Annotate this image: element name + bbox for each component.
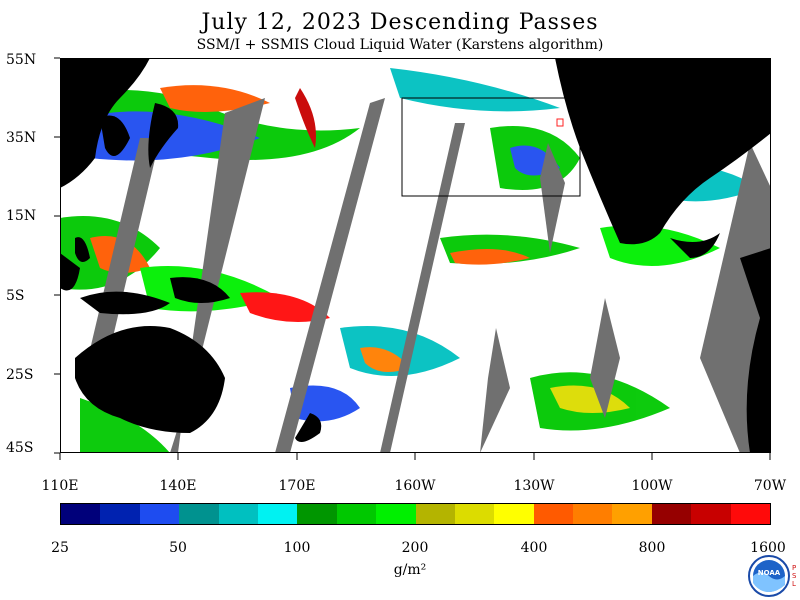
colorbar-swatch [297, 504, 337, 524]
new-zealand-landmass [295, 413, 322, 442]
lat-label-45s: 45S [6, 440, 34, 456]
lat-label-25s: 25S [6, 367, 34, 383]
colorbar-swatch [139, 504, 180, 524]
land [60, 58, 771, 453]
colorbar-swatch [533, 504, 574, 524]
colorbar-swatch [61, 504, 101, 524]
colorbar-swatch [257, 504, 298, 524]
australia-landmass [75, 326, 225, 433]
map-subtitle: SSM/I + SSMIS Cloud Liquid Water (Karste… [196, 37, 604, 53]
lat-label-5s: 5S [6, 288, 25, 304]
cloud-patch [290, 385, 360, 422]
new-guinea-landmass [170, 277, 230, 303]
noaa-logo[interactable]: NOAA [748, 555, 790, 597]
cloud-patch [390, 68, 560, 112]
swath-gap [380, 123, 465, 453]
cloud-patch [295, 88, 316, 148]
lat-label-55n: 55N [6, 52, 37, 68]
lon-label-70w: 70W [753, 478, 787, 494]
colorbar-swatch [573, 504, 613, 524]
asia-landmass [60, 58, 150, 188]
colorbar-tick-label: 400 [520, 540, 548, 556]
central-america-landmass [670, 233, 720, 258]
map-border [60, 58, 771, 453]
colorbar-tick-label: 1600 [750, 540, 786, 556]
cloud-patch [80, 398, 170, 453]
colorbar-tick-label: 100 [283, 540, 311, 556]
cloud-patch [360, 347, 410, 372]
region-box [401, 97, 581, 197]
swath-gap [590, 298, 620, 418]
lon-label-130w: 130W [513, 478, 555, 494]
borneo-landmass [60, 253, 80, 291]
colorbar-swatch [179, 504, 219, 524]
colorbar-units: g/m² [393, 562, 427, 578]
cloud-patch [160, 85, 270, 112]
colorbar-swatch [651, 504, 692, 524]
colorbar-swatch [494, 504, 534, 524]
colorbar-swatch [336, 504, 377, 524]
cloud-patch [550, 385, 630, 413]
swath-gap [480, 328, 510, 453]
lat-label-35n: 35N [6, 130, 37, 146]
japan-landmass [148, 103, 179, 168]
indonesia-landmass [80, 291, 170, 315]
lon-label-110e: 110E [41, 478, 79, 494]
cloud-patch [240, 292, 330, 322]
cloud-liquid-water-map [60, 58, 771, 453]
colorbar-swatch [100, 504, 140, 524]
cloud-patch [450, 249, 530, 265]
colorbar-swatch [218, 504, 258, 524]
lon-label-100w: 100W [631, 478, 673, 494]
lon-label-140e: 140E [159, 478, 197, 494]
colorbar [60, 503, 771, 525]
swath-gap [540, 143, 565, 253]
korea-landmass [100, 115, 130, 156]
marker-square [556, 118, 564, 127]
colorbar-tick-label: 800 [638, 540, 666, 556]
colorbar-swatch [691, 504, 731, 524]
colorbar-swatch [454, 504, 495, 524]
colorbar-swatch [376, 504, 416, 524]
lon-label-170e: 170E [278, 478, 316, 494]
colorbar-tick-label: 50 [169, 540, 187, 556]
map-title: July 12, 2023 Descending Passes [201, 10, 599, 35]
north-america-landmass [555, 58, 771, 245]
lon-label-160w: 160W [394, 478, 436, 494]
philippines-landmass [75, 237, 90, 262]
colorbar-swatch [612, 504, 652, 524]
svg-text:NOAA: NOAA [758, 569, 781, 577]
colorbar-tick-label: 200 [401, 540, 429, 556]
colorbar-swatch [730, 504, 771, 524]
swath-gap [275, 98, 385, 453]
colorbar-tick-label: 25 [51, 540, 69, 556]
lat-label-15n: 15N [6, 208, 37, 224]
south-america-landmass [740, 248, 771, 453]
colorbar-swatch [415, 504, 455, 524]
